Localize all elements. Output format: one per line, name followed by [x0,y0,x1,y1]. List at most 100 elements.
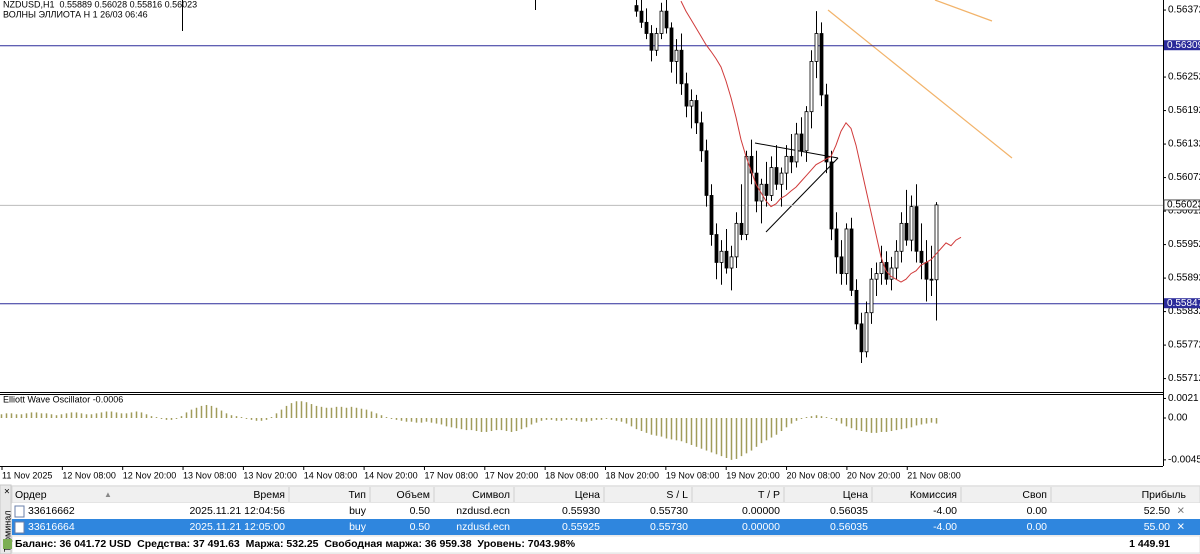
table-cell: 0.55730 [650,505,688,517]
y-tick-label: 0.56132 [1168,139,1200,150]
close-order-button[interactable]: × [1177,502,1185,517]
candle-body [879,262,884,275]
table-cell: 52.50 [1144,505,1170,517]
x-tick-label: 20 Nov 08:00 [787,470,841,480]
terminal-tab[interactable] [0,484,12,554]
candle-body [699,122,704,152]
candle-body [809,61,814,113]
table-cell: 0.56035 [830,521,868,533]
x-tick-label: 12 Nov 08:00 [62,470,116,480]
candle-body [874,273,879,280]
candle-body [909,206,914,241]
x-tick-label: 14 Nov 20:00 [364,470,418,480]
candle-body [859,323,864,353]
y-tick-label: 0.55772 [1168,340,1200,351]
candle-body [669,27,674,62]
table-cell: 0.55930 [562,505,600,517]
column-header: T / P [758,489,780,501]
candle-body [724,250,729,269]
x-tick-label: 20 Nov 20:00 [847,470,901,480]
level-label: 0.56309 [1167,40,1200,51]
column-header: S / L [666,489,688,501]
candle-body [714,234,719,263]
candle-body [924,262,929,280]
column-header: Время [253,489,285,501]
table-row[interactable] [12,503,1200,519]
table-cell: 0.00 [1027,521,1048,533]
candle-body [819,33,824,96]
x-tick-label: 11 Nov 2025 [2,470,52,480]
column-header: Ордер [15,489,47,501]
candle-body [769,167,774,196]
y-tick-label: 0.56072 [1168,172,1200,183]
candle-body [654,33,659,51]
osc-y-tick-label: -0.0045 [1168,455,1200,466]
terminal-tab-label[interactable]: Терминал [2,511,12,552]
trend-line [934,0,993,22]
candle-body [739,222,744,235]
table-cell: 2025.11.21 12:04:56 [189,505,285,517]
column-header: Цена [575,489,600,501]
table-cell: 0.50 [410,505,431,517]
table-cell: 0.50 [410,521,431,533]
y-tick-label: 0.55952 [1168,239,1200,250]
x-tick-label: 17 Nov 08:00 [424,470,478,480]
close-order-button[interactable]: × [1177,518,1185,533]
y-tick-label: 0.56252 [1168,72,1200,83]
table-cell: 0.56035 [830,505,868,517]
table-cell: nzdusd.ecn [456,505,510,517]
x-tick-label: 12 Nov 20:00 [123,470,177,480]
y-tick-label: 0.55712 [1168,373,1200,384]
candle-body [799,133,804,152]
column-header: Комиссия [910,489,957,501]
candle-body [889,267,894,280]
moving-average [680,0,962,283]
candle-body [824,94,829,163]
candle-body [634,5,639,12]
candle-body [789,155,794,163]
x-tick-label: 14 Nov 08:00 [304,470,358,480]
candle-body [914,206,919,252]
table-cell: -4.00 [933,505,957,517]
candle-body [744,155,749,235]
table-cell: 33616662 [28,505,75,517]
x-tick-label: 19 Nov 20:00 [726,470,780,480]
candle-body [779,172,784,185]
table-row-selected[interactable] [12,519,1200,535]
candle-body [719,250,724,263]
x-tick-label: 13 Nov 08:00 [183,470,237,480]
candle-body [934,204,939,281]
close-icon[interactable]: × [4,487,10,498]
candle-body [709,195,714,235]
candle-body [804,111,809,152]
table-cell: 55.00 [1144,521,1170,533]
osc-y-tick-label: 0.00 [1168,413,1188,424]
oscillator-label: Elliott Wave Oscillator -0.0006 [3,394,123,404]
candle-body [844,228,849,275]
candle-body [679,49,684,85]
candle-body [794,133,799,163]
candle-body [684,83,689,107]
table-cell: nzdusd.ecn [456,521,510,533]
candle-body [774,167,779,185]
column-header: Объем [397,489,430,501]
table-cell: 0.00000 [742,505,780,517]
candle-body [814,33,819,62]
level-label: 0.55847 [1167,298,1200,309]
column-header: Своп [1022,489,1047,501]
candle-body [829,161,834,230]
candle-body [929,278,934,281]
y-tick-label: 0.55892 [1168,273,1200,284]
x-tick-label: 18 Nov 08:00 [545,470,599,480]
candle-body [904,222,909,241]
candle-body [689,100,694,107]
indicator-title: ВОЛНЫ ЭЛЛИОТА H 1 26/03 06:46 [3,9,148,19]
table-cell: 33616664 [28,521,75,533]
order-icon [14,505,25,518]
candle-body [899,222,904,252]
candle-body [894,250,899,269]
